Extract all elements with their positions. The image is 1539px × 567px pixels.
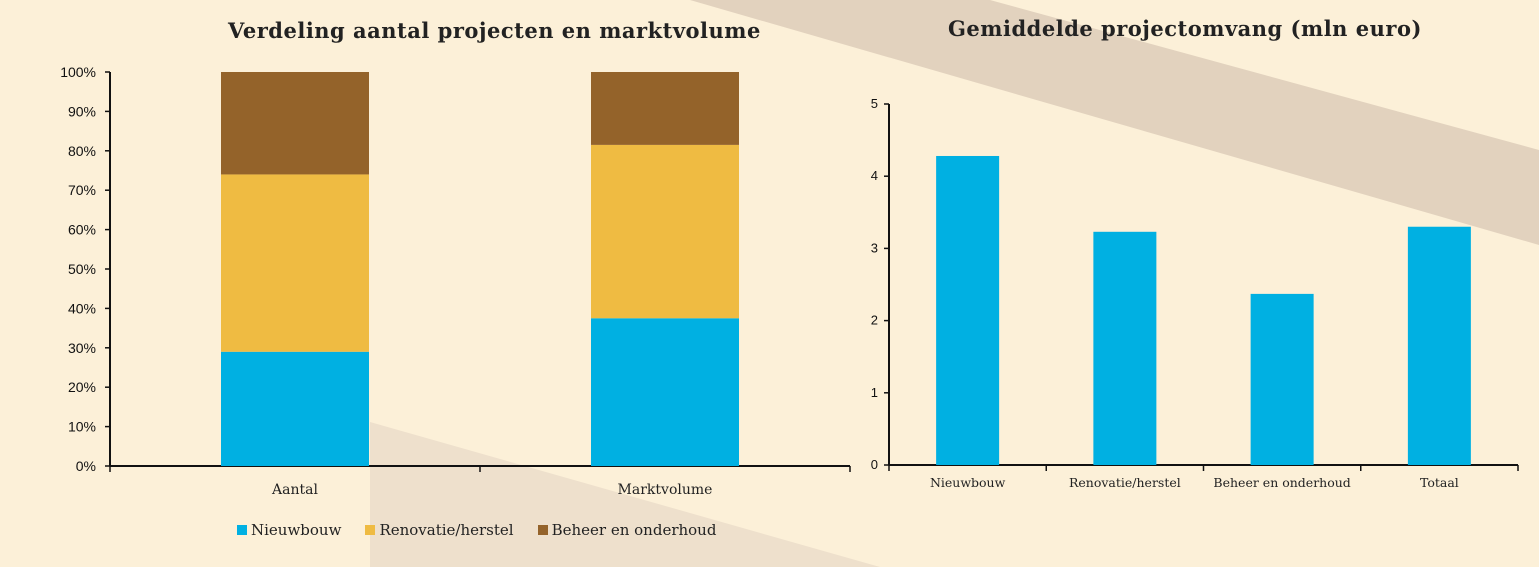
bar-marktvolume-beheer-en-onderhoud (591, 72, 739, 145)
y-tick-label: 80% (68, 143, 96, 159)
legend-label-beheer: Beheer en onderhoud (551, 521, 717, 539)
y-tick-label: 0% (76, 458, 96, 474)
y-tick-label: 100% (60, 64, 96, 80)
bar-marktvolume-nieuwbouw (591, 318, 739, 466)
bar-aantal-beheer-en-onderhoud (221, 72, 369, 175)
y-tick-label: 2 (871, 313, 878, 328)
y-tick-label: 40% (68, 300, 96, 316)
bar-nieuwbouw (936, 155, 1000, 465)
x-category-label: Marktvolume (618, 482, 713, 498)
legend-item-nieuwbouw: Nieuwbouw (237, 521, 341, 539)
bar-totaal (1407, 226, 1471, 465)
bar-marktvolume-renovatie-herstel (591, 144, 739, 319)
y-tick-label: 1 (871, 385, 878, 400)
y-tick-label: 0 (871, 457, 878, 472)
legend-item-renovatie: Renovatie/herstel (365, 521, 514, 539)
bar-beheer-en-onderhoud (1250, 293, 1314, 465)
y-tick-label: 5 (871, 96, 878, 111)
chart-title-average-size: Gemiddelde projectomvang (mln euro) (948, 16, 1422, 41)
chart-title-distribution: Verdeling aantal projecten en marktvolum… (228, 18, 761, 43)
bar-aantal-nieuwbouw (221, 351, 369, 466)
legend-swatch-nieuwbouw (237, 525, 247, 535)
x-category-label: Nieuwbouw (930, 475, 1006, 490)
x-category-label: Aantal (271, 482, 318, 498)
legend-item-beheer: Beheer en onderhoud (537, 521, 717, 539)
y-tick-label: 4 (871, 168, 878, 183)
y-tick-label: 3 (871, 240, 878, 255)
chart-legend: Nieuwbouw Renovatie/herstel Beheer en on… (237, 521, 740, 539)
bar-renovatie-herstel (1093, 231, 1157, 465)
y-tick-label: 10% (68, 419, 96, 435)
bar-aantal-renovatie-herstel (221, 174, 369, 352)
legend-label-renovatie: Renovatie/herstel (379, 521, 514, 539)
y-tick-label: 60% (68, 222, 96, 238)
x-category-label: Renovatie/herstel (1069, 475, 1181, 490)
x-category-label: Totaal (1420, 475, 1459, 490)
x-category-label: Beheer en onderhoud (1213, 475, 1350, 490)
legend-swatch-renovatie (365, 525, 376, 535)
y-tick-label: 90% (68, 103, 96, 119)
y-tick-label: 20% (68, 379, 96, 395)
legend-label-nieuwbouw: Nieuwbouw (251, 521, 342, 539)
y-tick-label: 30% (68, 340, 96, 356)
y-tick-label: 70% (68, 182, 96, 198)
y-tick-label: 50% (68, 261, 96, 277)
legend-swatch-beheer (537, 525, 548, 535)
